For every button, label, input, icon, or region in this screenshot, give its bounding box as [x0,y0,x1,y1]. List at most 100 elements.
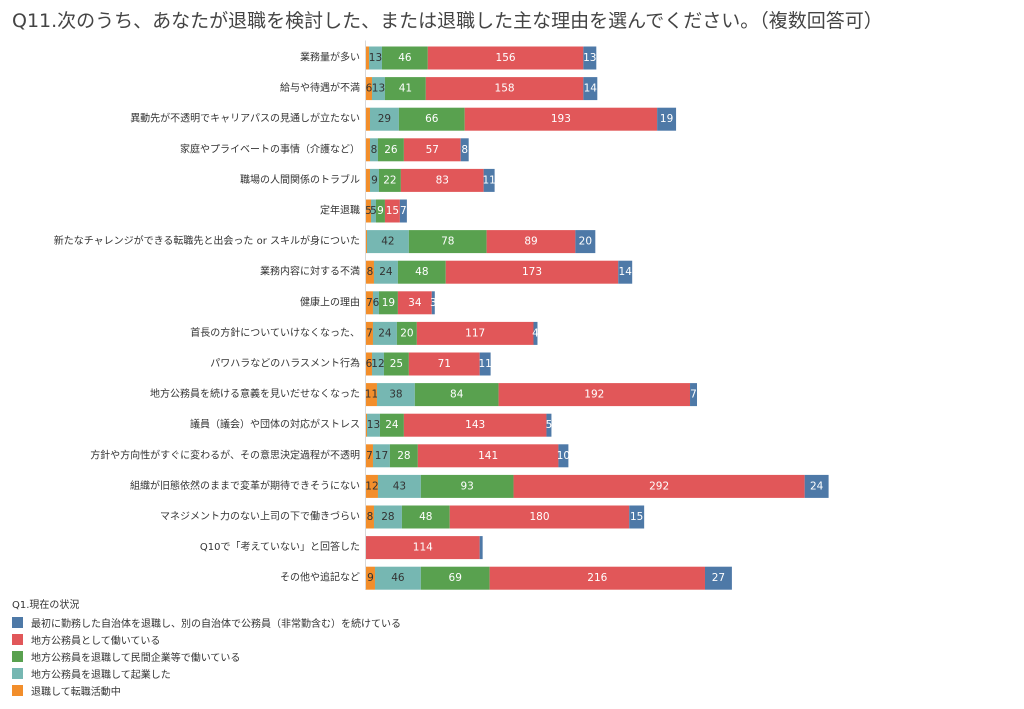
bar-segment [583,77,598,101]
legend-label: 最初に勤務した自治体を退職し、別の自治体で公務員（非常勤含む）を続けている [31,619,401,630]
category-label: 首長の方針についていけなくなった、 [190,326,360,339]
data-label: 38 [389,389,402,401]
bar-segment [384,199,400,223]
category-label: 業務量が多い [300,51,360,64]
data-label: 8 [367,511,374,523]
data-label: 24 [385,419,399,431]
bar-segment [431,291,435,315]
data-label: 7 [366,327,373,339]
bar-segment [483,168,495,192]
data-label: 17 [375,450,388,462]
bar-segment [366,474,378,498]
legend-item: 地方公務員を退職して起業した [12,665,401,682]
bar-segment [366,291,373,315]
data-label: 7 [690,389,697,401]
data-label: 216 [587,572,607,584]
bar-segment [416,321,534,345]
data-label: 46 [391,572,405,584]
bar-segment [690,383,698,407]
data-label: 93 [461,480,474,492]
bar-segment [378,291,398,315]
data-label: 8 [371,144,378,156]
data-label: 180 [529,511,549,523]
data-label: 34 [408,297,422,309]
bar-segment [366,46,369,70]
bar-segment [417,444,559,468]
data-label: 9 [367,572,374,584]
data-label: 5 [546,419,553,431]
data-label: 14 [584,83,598,95]
bar-segment [397,260,446,284]
legend-label: 退職して転職活動中 [31,687,121,698]
bar-segment [379,413,404,437]
data-label: 78 [441,236,454,248]
data-label: 13 [372,83,385,95]
bar-segment [704,566,732,590]
bar-segment [489,566,705,590]
data-label: 117 [465,327,485,339]
category-label: 職場の人間関係のトラブル [240,173,360,186]
bar-segment [375,199,385,223]
bar-segment [464,107,658,131]
bar-segment [420,566,490,590]
data-label: 13 [583,52,596,64]
legend-label: 地方公務員を退職して民間企業等で働いている [31,653,241,664]
data-label: 192 [584,389,604,401]
bar-segment [804,474,829,498]
bar-segment [546,413,552,437]
data-label: 7 [366,297,373,309]
bar-segment [408,352,480,376]
bar-segment [408,230,487,254]
bar-segment [366,383,377,407]
data-label: 173 [522,266,542,278]
bar-segment [427,46,584,70]
data-label: 25 [390,358,403,370]
bar-segment [374,566,421,590]
data-label: 20 [579,236,592,248]
data-label: 3 [430,297,437,309]
legend-swatch [12,634,23,645]
legend-item: 退職して転職活動中 [12,682,401,699]
bar-segment [366,566,375,590]
bar-segment [366,260,374,284]
data-label: 9 [377,205,384,217]
bar-segment [498,383,691,407]
data-label: 19 [382,297,395,309]
bar-segment [366,444,373,468]
category-label: マネジメント力のない上司の下で働きづらい [160,510,360,523]
bar-segment [366,168,370,192]
bar-segment [366,199,371,223]
data-label: 83 [436,174,449,186]
data-label: 69 [449,572,462,584]
data-label: 7 [366,450,373,462]
data-label: 6 [373,297,380,309]
category-label: 異動先が不透明でキャリアパスの見通しが立たない [130,112,360,125]
data-label: 9 [371,174,378,186]
category-label: 地方公務員を続ける意義を見いだせなくなった [150,387,360,400]
bar-segment [629,505,645,529]
data-label: 12 [365,480,378,492]
data-label: 156 [496,52,516,64]
category-label: 定年退職 [320,204,360,217]
bar-segment [369,107,399,131]
category-label: 給与や待遇が不満 [280,81,360,94]
bar-segment [373,260,398,284]
data-label: 24 [379,266,393,278]
data-label: 13 [369,52,382,64]
data-label: 11 [482,174,495,186]
category-label: 組織が旧態依然のままで変革が期待できそうにない [130,479,360,492]
data-label: 11 [478,358,491,370]
data-label: 6 [366,358,373,370]
bar-segment [372,321,397,345]
data-label: 43 [393,480,406,492]
data-label: 5 [365,205,372,217]
bar-segment [366,321,373,345]
data-label: 7 [400,205,407,217]
bar-segment [414,383,499,407]
category-label: 健康上の理由 [300,295,360,308]
bar-segment [425,77,584,101]
legend-swatch [12,651,23,662]
category-label: 家庭やプライベートの事情（介護など） [180,142,360,155]
category-label: 新たなチャレンジができる転職先と出会った or スキルが身についた [54,234,360,247]
bar-segment [479,352,491,376]
